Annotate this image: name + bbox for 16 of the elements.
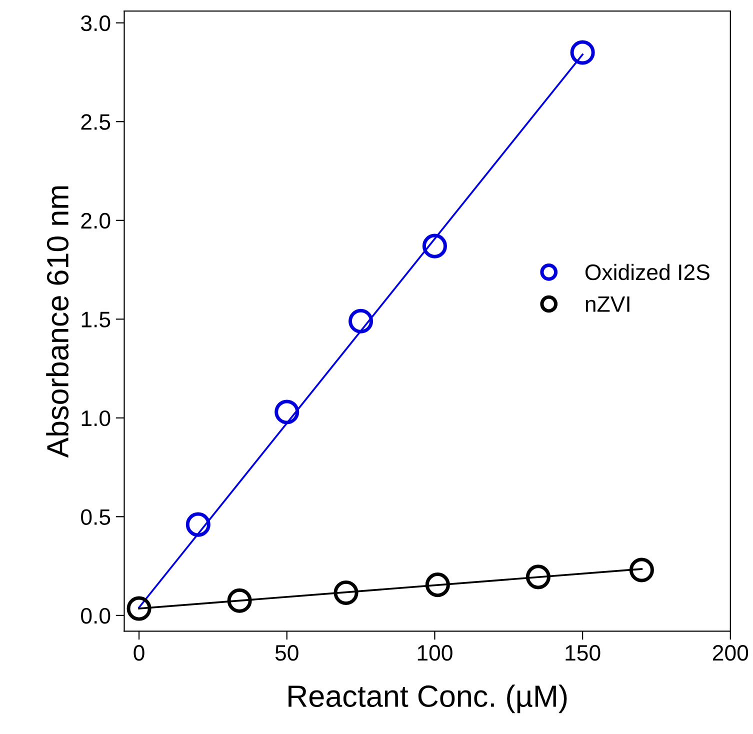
x-tick-label: 50	[275, 645, 298, 661]
x-tick-label: 0	[134, 645, 144, 661]
legend-label: Oxidized I2S	[585, 264, 710, 280]
y-tick-label: 2.0	[81, 212, 110, 229]
y-tick-label: 0.0	[81, 608, 110, 624]
y-tick-label: 1.0	[82, 410, 110, 426]
x-tick-label: 200	[712, 645, 748, 661]
y-tick-label: 0.5	[81, 509, 110, 525]
y-tick-label: 2.5	[81, 114, 110, 130]
x-axis-title: Reactant Conc. (µM)	[288, 684, 567, 714]
legend-label: nZVI	[586, 296, 630, 312]
y-tick-label: 3.0	[81, 15, 110, 32]
x-tick-label: 100	[418, 645, 452, 661]
x-tick-label: 150	[566, 645, 600, 661]
y-tick-label: 1.5	[82, 312, 110, 328]
y-axis-title: Absorbance 610 nm	[46, 186, 69, 458]
